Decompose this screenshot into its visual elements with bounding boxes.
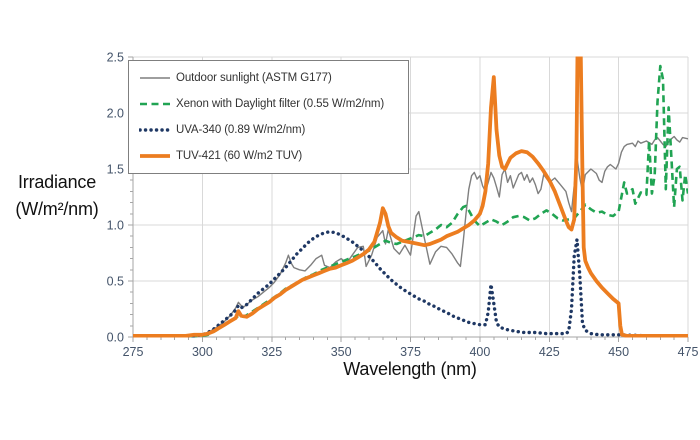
x-tick-label-450: 450 (608, 345, 629, 359)
legend-swatch-xenon-daylight-filter (140, 102, 170, 106)
legend-item-xenon-daylight-filter: Xenon with Daylight filter (0.55 W/m2/nm… (139, 98, 404, 110)
x-tick-label-375: 375 (400, 345, 421, 359)
y-axis-title-line2: (W/m²/nm) (15, 199, 99, 219)
legend-swatch-outdoor-sunlight (140, 77, 170, 79)
legend-item-uva-340: UVA-340 (0.89 W/m2/nm) (139, 124, 404, 136)
x-tick-label-475: 475 (678, 345, 699, 359)
series-line-uva-340 (133, 229, 688, 338)
legend-label-xenon-daylight-filter: Xenon with Daylight filter (0.55 W/m2/nm… (176, 98, 385, 110)
legend-label-tuv-421: TUV-421 (60 W/m2 TUV) (176, 150, 303, 162)
legend-item-tuv-421: TUV-421 (60 W/m2 TUV) (139, 150, 404, 162)
x-tick-label-425: 425 (539, 345, 560, 359)
legend-item-outdoor-sunlight: Outdoor sunlight (ASTM G177) (139, 72, 404, 84)
y-axis-title-line1: Irradiance (17, 172, 97, 192)
y-tick-label-2.5: 2.5 (107, 51, 124, 65)
legend: Outdoor sunlight (ASTM G177) Xenon with … (128, 60, 409, 174)
series-line-outdoor-sunlight (133, 135, 688, 338)
x-tick-label-325: 325 (261, 345, 282, 359)
x-tick-label-300: 300 (192, 345, 213, 359)
legend-label-outdoor-sunlight: Outdoor sunlight (ASTM G177) (176, 72, 332, 84)
x-axis-title: Wavelength (nm) (343, 359, 477, 379)
y-axis-title: Irradiance (W/m²/nm) (0, 169, 114, 223)
y-tick-label-2: 2.0 (107, 107, 124, 121)
x-tick-label-400: 400 (469, 345, 490, 359)
legend-swatch-tuv-421 (140, 154, 170, 158)
y-tick-label-0.5: 0.5 (107, 275, 124, 289)
series-group (133, 56, 688, 338)
x-tick-label-350: 350 (331, 345, 352, 359)
series-line-tuv-421 (133, 56, 688, 338)
legend-label-uva-340: UVA-340 (0.89 W/m2/nm) (176, 124, 306, 136)
legend-swatch-uva-340 (139, 128, 171, 132)
y-tick-label-1: 1.0 (107, 219, 124, 233)
y-tick-label-1.5: 1.5 (107, 163, 124, 177)
x-tick-label-275: 275 (123, 345, 144, 359)
y-tick-label-0: 0.0 (107, 331, 124, 345)
series-line-xenon-daylight-filter (133, 64, 688, 338)
